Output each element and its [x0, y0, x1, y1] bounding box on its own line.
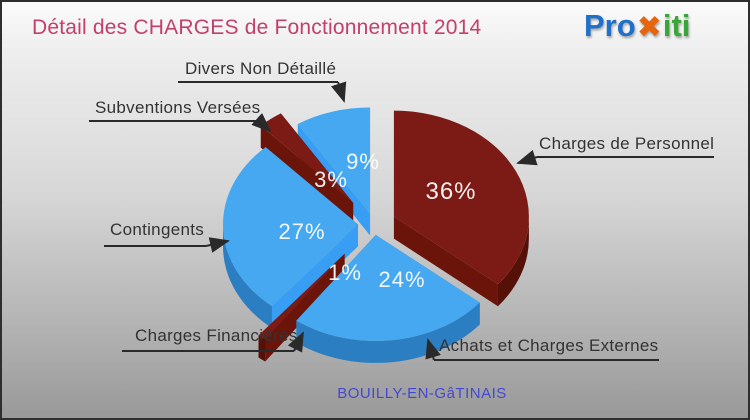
chart-title: Détail des CHARGES de Fonctionnement 201…: [32, 16, 482, 39]
logo-text-pro: Pro: [584, 8, 636, 43]
callout-lines-group: [89, 81, 714, 361]
pie-slice-contingents: [223, 147, 359, 307]
leader-line-charges-financi-res: [287, 331, 304, 353]
pie-slice-rim-charges-de-personnel: [497, 216, 529, 307]
pie-slice-rim-contingents: [223, 224, 272, 329]
location-label: BOUILLY-EN-GâTINAIS: [337, 385, 507, 402]
pie-slices-group: [223, 107, 529, 363]
pie-slice-subventions-vers-es: [260, 113, 354, 203]
pie-slice-rim-charges-financi-res: [258, 335, 266, 362]
pie-slice-divers-non-d-taill-: [297, 107, 371, 214]
pie-slice-side-charges-de-personnel: [393, 216, 498, 307]
pie-slice-side-subventions-vers-es: [260, 125, 354, 225]
leader-line-subventions-vers-es: [251, 112, 272, 133]
pie-slice-charges-financi-res: [258, 253, 345, 340]
leader-line-achats-et-charges-externes: [425, 338, 441, 361]
pie-slice-charges-de-personnel: [393, 110, 529, 285]
leader-line-charges-de-personnel: [516, 149, 538, 166]
pie-slice-side-contingents: [271, 224, 359, 329]
pie-slice-achats-et-charges-externes: [296, 234, 480, 341]
logo-x-icon: ✖: [636, 11, 662, 44]
pie-slice-side-charges-financi-res: [258, 253, 345, 358]
leader-line-divers-non-d-taill-: [330, 81, 347, 103]
leader-line-contingents: [205, 237, 230, 253]
proxiti-logo: Pro✖iti: [584, 8, 690, 45]
logo-text-iti: iti: [662, 8, 691, 43]
